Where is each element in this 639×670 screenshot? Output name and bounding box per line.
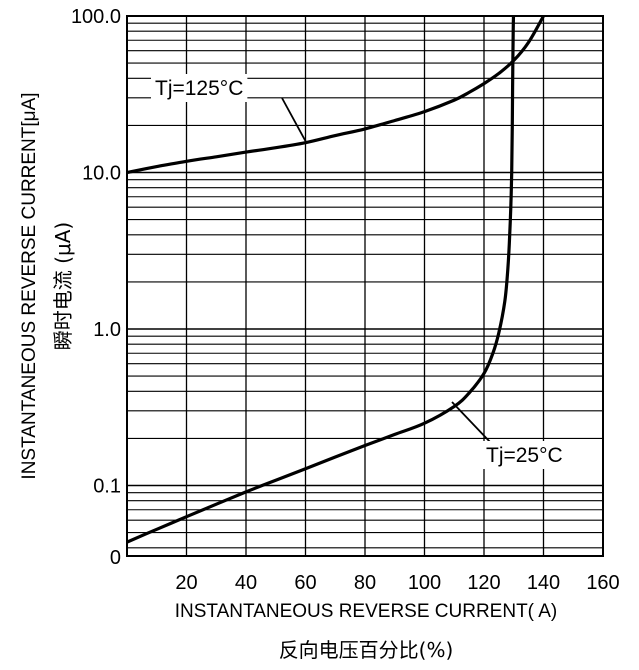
annotation-tj125-leader: [281, 97, 307, 143]
annotation-tj125-background: [151, 74, 248, 102]
y-tick-label: 0: [110, 547, 121, 569]
x-axis-label: INSTANTANEOUS REVERSE CURRENT( A): [175, 601, 558, 622]
x-axis-label-cn: 反向电压百分比(%): [279, 638, 454, 662]
y-axis-label-cn: 瞬时电流 (μA): [51, 222, 75, 350]
y-axis-label: INSTANTANEOUS REVERSE CURRENT[μA]: [19, 92, 40, 479]
x-tick-label: 20: [175, 572, 197, 594]
x-tick-label: 80: [354, 572, 376, 594]
x-tick-label: 40: [235, 572, 257, 594]
y-tick-label: 100.0: [71, 6, 121, 28]
x-tick-label: 100: [408, 572, 441, 594]
x-tick-label: 160: [586, 572, 619, 594]
series-line-tj125: [126, 15, 545, 175]
y-tick-label: 0.1: [93, 476, 121, 498]
annotation-tj25-background: [482, 441, 567, 469]
series-line-tj25: [126, 15, 516, 544]
y-tick-label: 10.0: [82, 163, 121, 185]
plot-frame: [126, 15, 604, 557]
annotation-tj25: Tj=25°C: [486, 444, 563, 467]
chart-grid: [127, 16, 603, 556]
annotation-tj25-leader: [451, 401, 492, 444]
annotation-tj125: Tj=125°C: [155, 77, 243, 100]
x-tick-label: 60: [294, 572, 316, 594]
x-tick-label: 140: [527, 572, 560, 594]
x-tick-label: 120: [467, 572, 500, 594]
y-tick-label: 1.0: [93, 319, 121, 341]
chart-labels: 20 40 60 80 100 120 140 160 100.0 10.0 1.0 0.1 0 Tj=1…: [71, 6, 620, 594]
chart-series: [126, 15, 545, 544]
